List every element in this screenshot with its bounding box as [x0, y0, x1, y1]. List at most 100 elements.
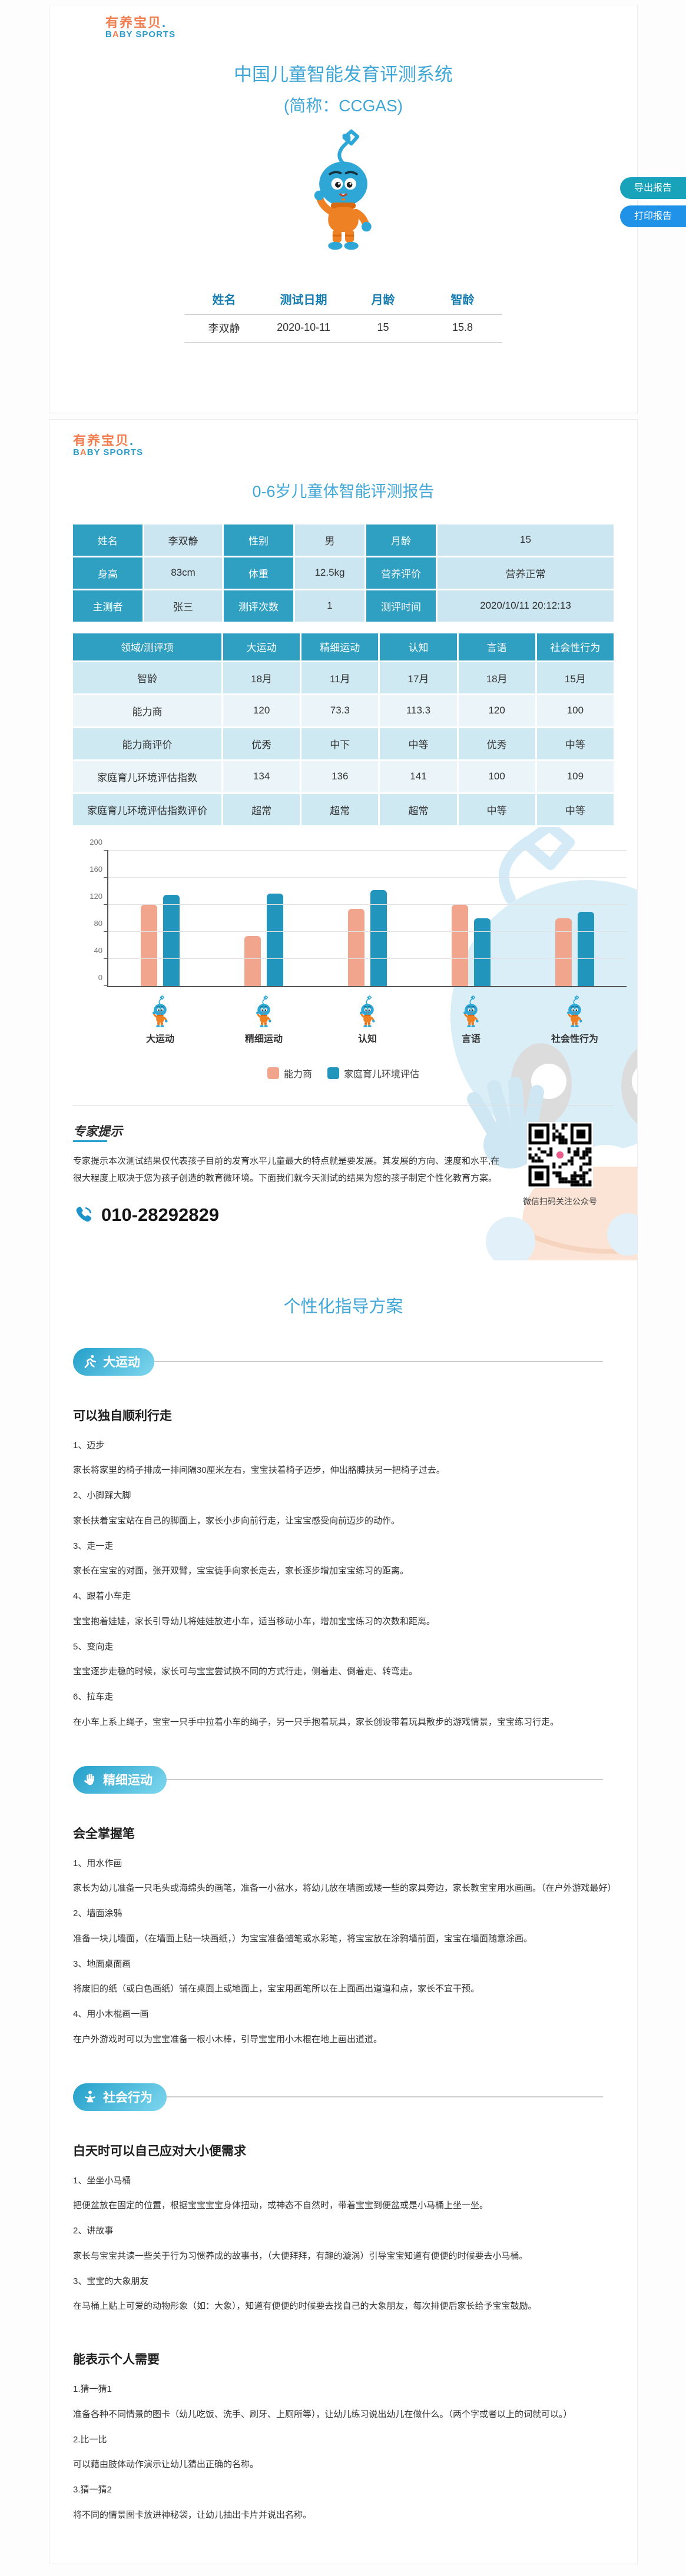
summary-header-cell: 测试日期 — [264, 290, 343, 315]
section-badge: 社会行为 — [73, 2083, 167, 2111]
guidance-heading: 会全掌握笔 — [73, 1827, 135, 1841]
guidance-item-title: 3、宝宝的大象朋友 — [73, 2276, 149, 2286]
bar-group — [348, 890, 387, 986]
info-value-cell: 张三 — [144, 590, 222, 622]
result-cell: 109 — [536, 761, 614, 792]
guidance-item-desc: 将不同的情景图卡放进神秘袋，让幼儿抽出卡片并说出名称。 — [73, 2509, 312, 2520]
guidance-item-title: 1、用水作画 — [73, 1858, 122, 1868]
plan-title: 个性化指导方案 — [283, 1297, 403, 1316]
expert-tips-title: 专家提示 — [73, 1122, 122, 1142]
result-cell: 120 — [458, 695, 535, 726]
qr-caption: 微信扫码关注公众号 — [523, 1196, 597, 1206]
result-cell: 超常 — [380, 794, 457, 825]
guidance-heading: 能表示个人需要 — [73, 2353, 160, 2367]
guidance-section-社会行为: 社会行为白天时可以自己应对大小便需求 1、坐坐小马桶把便盆放在固定的位置，根据宝宝… — [73, 2083, 614, 2528]
result-cell: 超常 — [301, 794, 379, 825]
y-tick-label: 0 — [98, 972, 102, 982]
legend-item: 家庭育儿环境评估 — [327, 1066, 419, 1080]
section-badge-label: 大运动 — [103, 1356, 140, 1370]
guidance-item: 3.猜一猜2 将不同的情景图卡放进神秘袋，让幼儿抽出卡片并说出名称。 — [73, 2478, 614, 2528]
result-cell: 15月 — [536, 662, 614, 693]
guidance-item: 1.猜一猜1 准备各种不同情景的图卡（幼儿吃饭、洗手、刷牙、上厕所等），让幼儿练习… — [73, 2377, 614, 2428]
brand-logo: 有养宝贝. BABY SPORTS — [73, 420, 637, 457]
export-report-button[interactable]: 导出报告 — [620, 177, 686, 199]
guidance-item-title: 4、跟着小车走 — [73, 1591, 131, 1602]
print-report-button[interactable]: 打印报告 — [620, 205, 686, 227]
result-cell: 18月 — [458, 662, 535, 693]
guidance-item-title: 3、走一走 — [73, 1541, 114, 1551]
guidance-item-desc: 在户外游戏时可以为宝宝准备一根小木棒，引导宝宝用小木棍在地上画出道道。 — [73, 2034, 383, 2044]
gridline — [108, 904, 627, 905]
bar-能力商 — [452, 904, 468, 986]
chart-category-labels: 大运动 精细运动 认知 言语 社会性行为 — [108, 995, 627, 1045]
guidance-item: 4、用小木棍画一画在户外游戏时可以为宝宝准备一根小木棒，引导宝宝用小木棍在地上画… — [73, 2002, 614, 2053]
brand-logo-dot: . — [162, 15, 166, 30]
guidance-heading: 白天时可以自己应对大小便需求 — [73, 2144, 246, 2158]
bar-能力商 — [141, 904, 157, 986]
runner-icon — [84, 1355, 97, 1369]
qr-code — [527, 1121, 593, 1188]
section-badge-label: 精细运动 — [103, 1774, 153, 1788]
result-cell: 100 — [536, 695, 614, 726]
guidance-item-title: 3、地面桌面画 — [73, 1958, 131, 1969]
result-cell: 中等 — [458, 794, 535, 825]
cover-card: 有养宝贝. BABY SPORTS 中国儿童智能发育评测系统 (简称：CCGAS… — [49, 5, 638, 413]
guidance-item-desc: 宝宝逐步走稳的时候，家长可与宝宝尝试换不同的方式行走，侧着走、倒着走、转弯走。 — [73, 1667, 418, 1677]
summary-value-cell: 15 — [343, 314, 423, 343]
scores-bar-chart: 0 40 80 120 160 200 大运动 精细运动 认知 言语 社会性行为 能力商 家庭育儿环… — [73, 838, 627, 1080]
section-rule-line — [154, 1361, 603, 1363]
guidance-item: 2、小脚踩大脚 家长扶着宝宝站在自己的脚面上，家长小步向前行走，让宝宝感受向前迈步… — [73, 1483, 614, 1534]
section-rule-line — [167, 2096, 603, 2098]
section-rule-line — [167, 1779, 603, 1781]
y-tick-label: 120 — [90, 891, 102, 901]
bar-能力商 — [555, 918, 572, 986]
result-row: 能力商评价 优秀 中下 中等 优秀 中等 — [73, 728, 614, 759]
section-badge: 精细运动 — [73, 1765, 167, 1794]
brand-logo-dot: . — [130, 433, 134, 448]
info-label-cell: 性别 — [224, 524, 293, 556]
category-mascot-icon — [462, 995, 480, 1028]
result-cell: 11月 — [301, 662, 379, 693]
result-header-cell: 领域/测评项 — [73, 633, 221, 660]
brand-logo-en: BABY SPORTS — [105, 29, 176, 39]
guidance-item-desc: 把便盆放在固定的位置，根据宝宝宝宝身体扭动，或神态不自然时，带着宝宝到便盆或是小… — [73, 2200, 489, 2211]
phone-row: 010-28292829 — [73, 1204, 614, 1226]
child-info-table: 姓名 李双静 性别男月龄 15 身高 83cm 体重 12.5kg 营养评价 营养正常 主测者 张三测… — [71, 522, 615, 623]
report-card: 有养宝贝. BABY SPORTS 0-6岁儿童体智能评测报告 姓名 李双静 性别男… — [49, 419, 638, 2564]
guidance-item-desc: 家长扶着宝宝站在自己的脚面上，家长小步向前行走，让宝宝感受向前迈步的动作。 — [73, 1515, 400, 1526]
expert-tips-body: 专家提示本次测试结果仅代表孩子目前的发育水平儿童最大的特点就是要发展。其发展的方… — [73, 1156, 500, 1183]
result-header-cell: 社会性行为 — [536, 633, 614, 660]
bar-group — [141, 895, 180, 986]
system-subtitle: (简称：CCGAS) — [283, 96, 403, 115]
category-label: 大运动 — [145, 1034, 174, 1044]
info-label-cell: 主测者 — [73, 590, 142, 622]
result-cell: 中下 — [301, 728, 379, 759]
legend-label: 家庭育儿环境评估 — [344, 1069, 420, 1080]
y-tick — [104, 877, 108, 878]
bar-家庭育儿环境评估 — [267, 894, 283, 986]
category-label: 言语 — [461, 1034, 480, 1044]
guidance-item-title: 6、拉车走 — [73, 1692, 114, 1702]
result-cell: 中等 — [380, 728, 457, 759]
bar-家庭育儿环境评估 — [474, 918, 491, 986]
expert-tips-section: 专家提示 专家提示本次测试结果仅代表孩子目前的发育水平儿童最大的特点就是要发展。… — [73, 1121, 614, 1260]
info-value-cell: 营养正常 — [438, 557, 614, 589]
guidance-item-title: 1、坐坐小马桶 — [73, 2175, 131, 2186]
category-认知: 认知 — [329, 995, 406, 1045]
info-value-cell: 男 — [295, 524, 364, 556]
y-tick — [104, 904, 108, 905]
phone-icon — [76, 1207, 92, 1222]
legend-label: 能力商 — [283, 1069, 312, 1080]
guidance-item-desc: 准备一块儿墙面，（在墙面上贴一块画纸，）为宝宝准备蜡笔或水彩笔，将宝宝放在涂鸦墙… — [73, 1933, 533, 1944]
bar-家庭育儿环境评估 — [370, 890, 387, 986]
bar-家庭育儿环境评估 — [163, 895, 180, 986]
result-row: 能力商 120 73.3 113.3 120 100 — [73, 695, 614, 726]
mascot-illustration — [49, 130, 637, 257]
guidance-item-title: 4、用小木棍画一画 — [73, 2009, 149, 2020]
info-label-cell: 测评次数 — [224, 590, 293, 622]
result-cell: 113.3 — [380, 695, 457, 726]
bar-group — [555, 912, 594, 986]
guidance-item: 2.比一比 可以藉由肢体动作演示让幼儿猜出正确的名称。 — [73, 2428, 614, 2478]
guidance-item-title: 1、迈步 — [73, 1440, 105, 1450]
